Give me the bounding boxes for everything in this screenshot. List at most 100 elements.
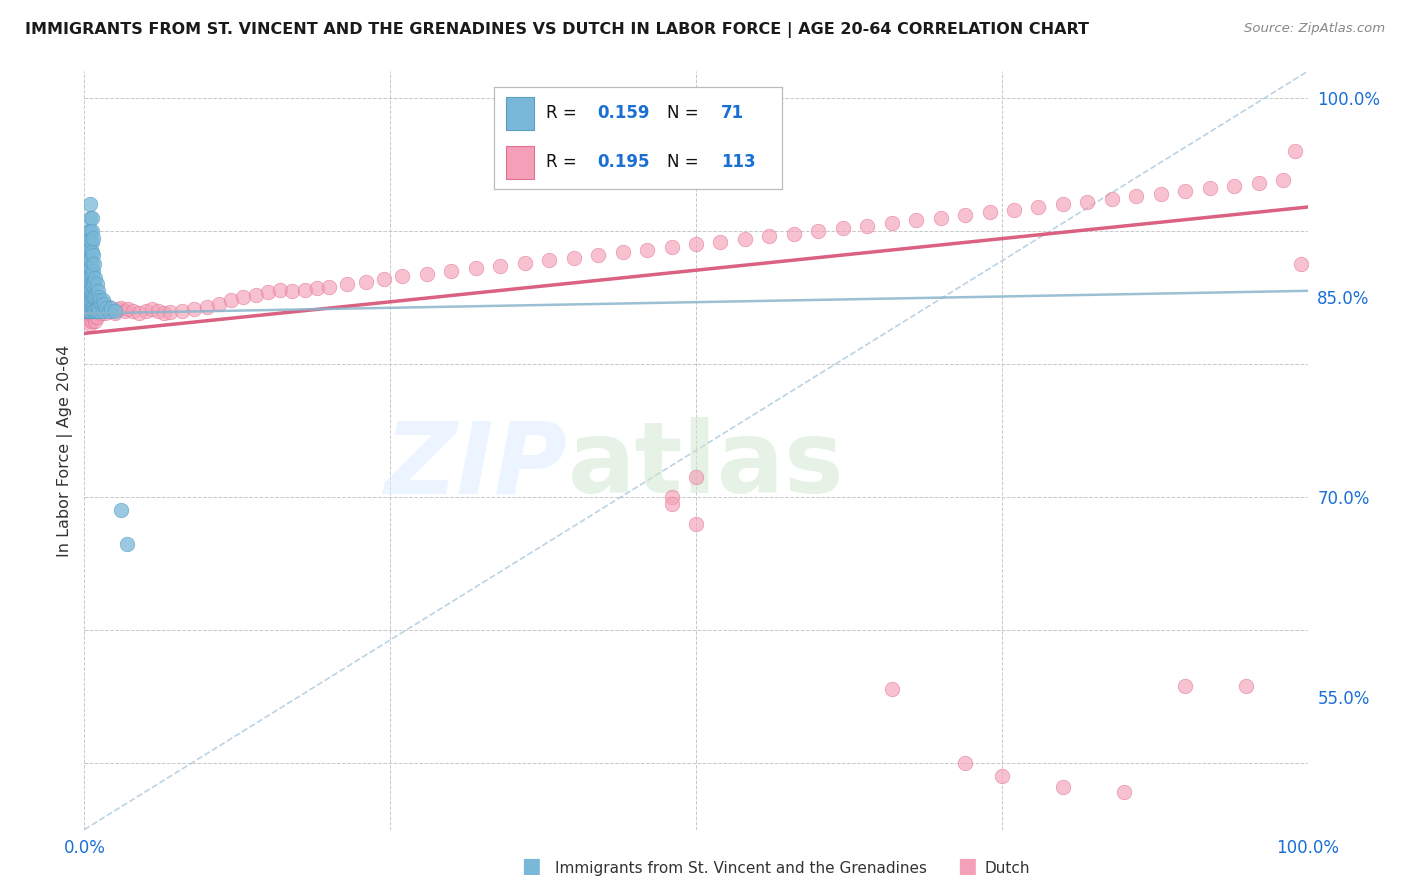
Point [953, 208, 976, 222]
Point [91, 293, 114, 307]
Point [269, 283, 291, 297]
Point [1114, 785, 1136, 799]
Text: ZIP: ZIP [384, 417, 568, 514]
Point [82, 298, 104, 312]
Point [831, 221, 853, 235]
Point [734, 232, 756, 246]
Point [122, 303, 145, 318]
Point [880, 681, 903, 696]
Point [104, 306, 127, 320]
Point [1198, 181, 1220, 195]
Point [96, 301, 118, 315]
Point [440, 264, 463, 278]
Point [1223, 178, 1246, 193]
Point [172, 303, 194, 318]
Point [84, 300, 107, 314]
Point [128, 306, 150, 320]
Point [77, 277, 100, 292]
Point [77, 244, 100, 258]
Point [1002, 202, 1025, 217]
Point [87, 303, 110, 318]
Point [87, 303, 110, 318]
Point [336, 277, 359, 292]
Text: Dutch: Dutch [984, 861, 1029, 876]
Point [257, 285, 280, 300]
Point [110, 301, 132, 315]
Point [294, 283, 316, 297]
Point [80, 235, 103, 249]
Point [87, 303, 110, 318]
Point [80, 267, 103, 281]
Point [905, 213, 928, 227]
Text: Immigrants from St. Vincent and the Grenadines: Immigrants from St. Vincent and the Gren… [555, 861, 928, 876]
Point [77, 303, 100, 318]
Point [79, 233, 101, 247]
Point [117, 302, 139, 317]
Point [281, 284, 304, 298]
Point [80, 256, 103, 270]
Point [115, 536, 138, 550]
Point [83, 293, 105, 307]
Point [1101, 192, 1123, 206]
Point [82, 303, 104, 318]
Point [77, 264, 100, 278]
Point [100, 303, 122, 318]
Point [86, 277, 108, 292]
Point [661, 240, 683, 254]
Point [538, 253, 561, 268]
Point [1028, 200, 1050, 214]
Point [83, 275, 105, 289]
Point [783, 227, 806, 241]
Point [661, 497, 683, 511]
Point [79, 253, 101, 268]
Point [97, 300, 120, 314]
Point [1125, 189, 1147, 203]
Point [84, 291, 107, 305]
Point [929, 211, 952, 225]
Point [586, 248, 609, 262]
Point [135, 303, 157, 318]
Point [232, 291, 254, 305]
Point [84, 303, 107, 318]
Point [93, 302, 115, 317]
Point [79, 314, 101, 328]
Point [79, 317, 101, 331]
Point [83, 309, 105, 323]
Point [79, 309, 101, 323]
Point [1272, 173, 1295, 187]
Point [77, 264, 100, 278]
Point [77, 284, 100, 298]
Point [110, 503, 132, 517]
Point [77, 283, 100, 297]
Point [90, 306, 112, 320]
Point [489, 259, 512, 273]
Point [685, 470, 707, 484]
Point [77, 311, 100, 326]
Point [991, 769, 1014, 783]
Point [195, 300, 218, 314]
Point [80, 211, 103, 225]
Point [856, 219, 879, 233]
Point [77, 306, 100, 320]
Point [89, 300, 111, 314]
Y-axis label: In Labor Force | Age 20-64: In Labor Force | Age 20-64 [58, 344, 73, 557]
Point [79, 294, 101, 309]
Point [82, 277, 104, 292]
Point [979, 205, 1001, 219]
Point [77, 298, 100, 312]
Point [79, 291, 101, 305]
Point [77, 297, 100, 311]
Point [464, 261, 486, 276]
Point [219, 293, 242, 307]
Point [83, 303, 105, 318]
Point [96, 301, 118, 315]
Point [612, 245, 634, 260]
Point [80, 288, 103, 302]
Point [153, 306, 176, 320]
Point [82, 301, 104, 315]
Text: IMMIGRANTS FROM ST. VINCENT AND THE GRENADINES VS DUTCH IN LABOR FORCE | AGE 20-: IMMIGRANTS FROM ST. VINCENT AND THE GREN… [25, 22, 1090, 38]
Point [79, 284, 101, 298]
Point [709, 235, 731, 249]
Point [77, 300, 100, 314]
Point [84, 314, 107, 328]
